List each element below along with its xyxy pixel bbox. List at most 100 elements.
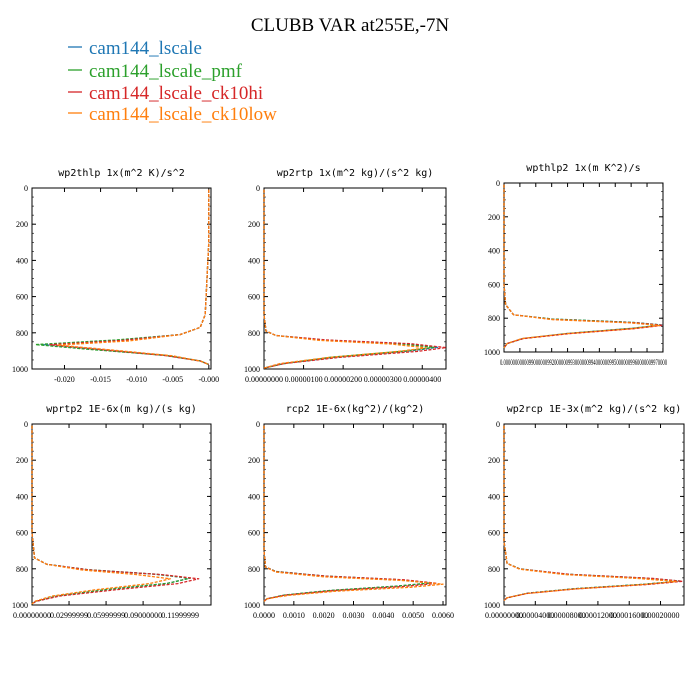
series-line	[263, 189, 447, 369]
chart-panel: rcp2 1E-6x(kg^2)/(kg^2) 0 200 400 600 800 1000…	[244, 404, 454, 620]
legend-label: cam144_lscale	[89, 38, 202, 59]
x-tick-label: 0.00000000	[13, 611, 51, 620]
x-tick-label: 0.0020	[313, 611, 335, 620]
x-tick-label: -0.005	[162, 375, 183, 384]
y-tick-label: 0	[496, 420, 500, 429]
x-tick-label: 0.00000000	[485, 611, 523, 620]
y-tick-label: 0	[24, 184, 28, 193]
series-line	[34, 189, 210, 366]
y-tick-label: 0	[256, 184, 260, 193]
x-tick-label: 0.00004000	[516, 611, 554, 620]
x-tick-label: -0.000	[198, 375, 219, 384]
x-tick-label: 0.11999999	[161, 611, 199, 620]
y-tick-label: 800	[248, 565, 260, 574]
panel-title: wp2rcp 1E-3x(m^2 kg)/(s^2 kg)	[507, 404, 682, 415]
series-line	[31, 425, 191, 605]
x-tick-label: 0.00000200	[324, 375, 362, 384]
y-tick-label: 0	[496, 179, 500, 188]
series-line	[263, 425, 438, 602]
y-tick-label: 1000	[12, 365, 28, 374]
x-tick-label: 0.00000000000990000009920000009930000009…	[500, 358, 667, 367]
y-tick-label: 200	[16, 456, 28, 465]
y-tick-label: 400	[488, 247, 500, 256]
chart-panel: wprtp2 1E-6x(m kg)/(s kg) 0 200 400 600 800 10…	[12, 404, 212, 620]
y-tick-label: 600	[248, 293, 260, 302]
chart-panel: wp2rcp 1E-3x(m^2 kg)/(s^2 kg) 0 200 400 600 8…	[484, 404, 685, 620]
panel-title: wp2thlp 1x(m^2 K)/s^2	[58, 168, 184, 179]
y-tick-label: 200	[248, 456, 260, 465]
y-tick-label: 600	[248, 529, 260, 538]
panel-title: wprtp2 1E-6x(m kg)/(s kg)	[46, 404, 197, 415]
legend-entry: cam144_lscale_ck10hi	[68, 83, 263, 104]
y-tick-label: 200	[488, 213, 500, 222]
chart-panel: wpthlp2 1x(m K^2)/s 0 200 400 600 800 10000.00…	[484, 163, 667, 367]
y-tick-label: 400	[248, 256, 260, 265]
x-tick-label: 0.00000300	[364, 375, 402, 384]
y-tick-label: 1000	[244, 601, 260, 610]
series-line	[503, 425, 684, 601]
legend-label: cam144_lscale_pmf	[89, 61, 243, 82]
x-tick-label: 0.0000	[253, 611, 275, 620]
plot-frame	[503, 182, 664, 353]
y-tick-label: 200	[16, 220, 28, 229]
y-tick-label: 0	[256, 420, 260, 429]
series-line	[503, 425, 681, 601]
series-line	[263, 425, 444, 602]
series-line	[503, 425, 677, 601]
y-tick-label: 600	[488, 529, 500, 538]
y-tick-label: 600	[16, 529, 28, 538]
y-tick-label: 1000	[12, 601, 28, 610]
panel-title: wp2rtp 1x(m^2 kg)/(s^2 kg)	[277, 168, 434, 179]
y-tick-label: 1000	[484, 601, 500, 610]
series-line	[56, 189, 210, 366]
y-tick-label: 200	[248, 220, 260, 229]
series-line	[31, 425, 200, 605]
x-tick-label: -0.010	[126, 375, 147, 384]
y-tick-label: 400	[248, 492, 260, 501]
x-tick-label: 0.00016000	[610, 611, 648, 620]
x-tick-label: 0.0010	[283, 611, 305, 620]
x-tick-label: 0.00000100	[285, 375, 323, 384]
series-line	[263, 425, 432, 602]
x-tick-label: 0.00008000	[548, 611, 586, 620]
series-line	[31, 425, 171, 605]
x-tick-label: 0.0040	[372, 611, 394, 620]
chart-panel: wp2thlp 1x(m^2 K)/s^2 0 200 400 600 800 1000 -0…	[12, 168, 219, 384]
series-line	[263, 189, 427, 369]
y-tick-label: 400	[488, 492, 500, 501]
x-tick-label: 0.00020000	[642, 611, 680, 620]
y-tick-label: 200	[488, 456, 500, 465]
y-tick-label: 400	[16, 256, 28, 265]
x-tick-label: 0.0050	[402, 611, 424, 620]
legend-entry: cam144_lscale_pmf	[68, 61, 243, 82]
y-tick-label: 800	[16, 565, 28, 574]
x-tick-label: 0.00000400	[403, 375, 441, 384]
x-tick-label: 0.0030	[343, 611, 365, 620]
y-tick-label: 800	[488, 565, 500, 574]
x-tick-label: -0.015	[90, 375, 111, 384]
series-line	[42, 189, 210, 366]
x-tick-label: 0.00000000	[245, 375, 283, 384]
legend-label: cam144_lscale_ck10hi	[89, 83, 263, 104]
legend-entry: cam144_lscale	[68, 38, 202, 59]
panel-title: rcp2 1E-6x(kg^2)/(kg^2)	[286, 404, 424, 415]
y-tick-label: 0	[24, 420, 28, 429]
x-tick-label: 0.09000000	[124, 611, 162, 620]
x-tick-label: 0.05999999	[87, 611, 125, 620]
series-line	[31, 425, 191, 605]
series-line	[263, 425, 432, 602]
plot-frame	[31, 187, 212, 370]
x-tick-label: 0.00012000	[579, 611, 617, 620]
series-line	[503, 425, 681, 601]
y-tick-label: 400	[16, 492, 28, 501]
series-line	[503, 184, 661, 349]
series-line	[49, 189, 210, 366]
x-tick-label: 0.02999999	[50, 611, 88, 620]
x-tick-label: 0.0060	[432, 611, 454, 620]
chart-panel: wp2rtp 1x(m^2 kg)/(s^2 kg) 0 200 400 600 800 1…	[244, 168, 447, 384]
y-tick-label: 800	[248, 329, 260, 338]
y-tick-label: 600	[488, 280, 500, 289]
y-tick-label: 600	[16, 293, 28, 302]
panels: wp2thlp 1x(m^2 K)/s^2 0 200 400 600 800 1000 -0…	[12, 163, 685, 620]
